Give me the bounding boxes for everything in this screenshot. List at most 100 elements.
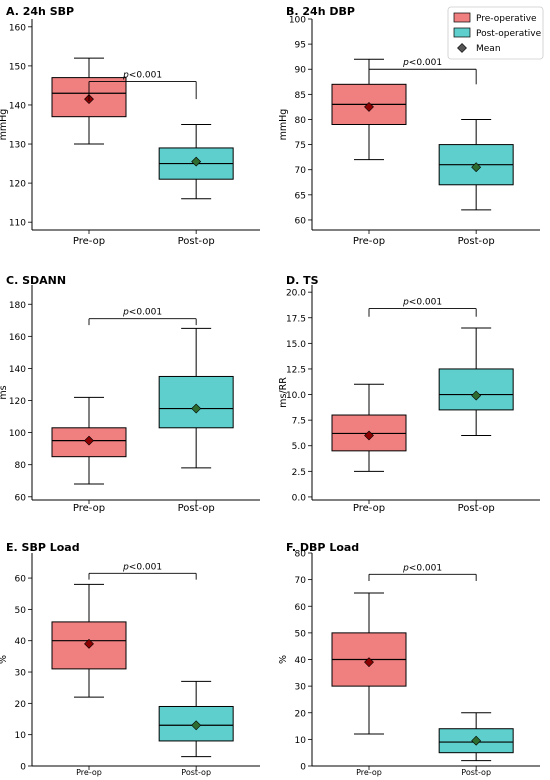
y-tick-label: 10.0 [286, 391, 306, 401]
y-tick-label: 0 [300, 763, 306, 773]
y-tick-label: 20 [15, 700, 27, 710]
x-tick-label: Post-op [178, 236, 215, 247]
legend-label-pre: Pre-operative [476, 14, 537, 24]
mean-marker [84, 638, 94, 649]
y-tick-label: 30 [295, 683, 307, 693]
mean-marker [364, 101, 374, 112]
mean-marker [471, 390, 482, 401]
box-post [438, 368, 514, 411]
legend-swatch-pre [453, 12, 471, 23]
panel-f: F. DBP Load 0 10 20 30 40 50 60 70 80% Pre-op Post-… [278, 541, 540, 777]
y-tick-label: 40 [295, 656, 307, 666]
x-tick-label: Pre-op [353, 236, 385, 247]
mean-marker [471, 162, 482, 173]
y-tick-label: 70 [295, 166, 307, 176]
mean-marker [191, 403, 202, 414]
y-tick-label: 80 [295, 550, 307, 560]
y-tick-label: 60 [15, 493, 27, 503]
y-tick-label: 150 [9, 62, 26, 72]
y-tick-label: 140 [9, 365, 26, 375]
y-tick-label: 15.0 [286, 340, 306, 350]
p-value-label: p<0.001 [402, 58, 442, 68]
panel-title: A. 24h SBP [6, 5, 74, 18]
p-value-text: <0.001 [409, 58, 442, 68]
x-tick-label: Pre-op [353, 503, 385, 514]
y-axis-label: ms/RR [278, 377, 289, 408]
mean-marker [364, 657, 374, 668]
p-value-label: p<0.001 [402, 298, 442, 308]
p-value-text: <0.001 [129, 562, 162, 572]
y-tick-label: 10 [15, 731, 27, 741]
y-axis-label: mmHg [278, 109, 289, 141]
y-tick-label: 180 [9, 301, 26, 311]
y-axis-label: mmHg [0, 109, 9, 141]
y-tick-label: 60 [295, 216, 307, 226]
y-tick-label: 50 [15, 606, 27, 616]
p-value-text: <0.001 [129, 308, 162, 318]
y-tick-label: 0.0 [292, 493, 307, 503]
p-value-prefix: p [122, 562, 129, 572]
p-value-label: p<0.001 [122, 308, 162, 318]
p-value-prefix: p [122, 71, 129, 81]
y-tick-label: 100 [289, 16, 306, 26]
x-tick-label: Pre-op [76, 768, 102, 777]
y-axis-label: ms [0, 385, 9, 399]
p-value-text: <0.001 [129, 71, 162, 81]
y-tick-label: 17.5 [286, 314, 306, 324]
p-value-prefix: p [402, 563, 409, 573]
panel-b: B. 24h DBP 60 65 70 75 80 85 90 95 100 mmHg Pre-op P… [278, 5, 540, 247]
panel-d: D. TS 0.0 2.5 5.0 7.5 10.0 12.5 15.0 17.5 20.0 ms/… [278, 274, 540, 514]
legend-label-post: Post-operative [476, 29, 542, 39]
panel-title: F. DBP Load [286, 541, 359, 554]
y-tick-label: 80 [295, 116, 307, 126]
y-tick-label: 2.5 [292, 468, 306, 478]
mean-marker [364, 430, 374, 441]
p-value-prefix: p [402, 58, 409, 68]
y-tick-label: 50 [295, 629, 307, 639]
panel-title: B. 24h DBP [286, 5, 355, 18]
panel-title: C. SDANN [6, 274, 66, 287]
panel-title: E. SBP Load [6, 541, 80, 554]
y-tick-label: 160 [9, 333, 26, 343]
y-tick-label: 90 [295, 66, 307, 76]
p-value-text: <0.001 [409, 563, 442, 573]
x-tick-label: Pre-op [356, 768, 382, 777]
y-tick-label: 85 [295, 91, 306, 101]
x-tick-label: Post-op [458, 236, 495, 247]
y-axis-label: % [0, 655, 9, 664]
y-tick-label: 95 [295, 41, 306, 51]
p-value-label: p<0.001 [122, 562, 162, 572]
y-tick-label: 60 [15, 575, 27, 585]
y-tick-label: 40 [15, 637, 27, 647]
y-tick-label: 160 [9, 23, 26, 33]
y-tick-label: 12.5 [286, 365, 306, 375]
y-tick-label: 20 [295, 709, 307, 719]
y-tick-label: 75 [295, 141, 306, 151]
y-tick-label: 7.5 [292, 417, 306, 427]
panel-c: C. SDANN 60 80 100 120 140 160 180 ms Pre-op Post-… [0, 274, 260, 514]
y-tick-label: 120 [9, 180, 26, 190]
y-tick-label: 100 [9, 429, 26, 439]
mean-marker [191, 720, 202, 731]
x-tick-label: Pre-op [73, 236, 105, 247]
y-tick-label: 140 [9, 101, 26, 111]
panel-a: A. 24h SBP 110 120 130 140 150 160 mmHg Pre-op Po… [0, 5, 260, 247]
box-post [158, 375, 234, 429]
y-tick-label: 20.0 [286, 289, 306, 299]
y-tick-label: 5.0 [292, 442, 307, 452]
y-tick-label: 30 [15, 669, 27, 679]
y-tick-label: 120 [9, 397, 26, 407]
legend-swatch-mean [457, 43, 467, 53]
p-value-prefix: p [402, 298, 409, 308]
y-tick-label: 80 [15, 461, 27, 471]
mean-marker [471, 735, 482, 746]
x-tick-label: Post-op [178, 503, 215, 514]
legend-label-mean: Mean [476, 44, 501, 54]
p-value-label: p<0.001 [402, 563, 442, 573]
y-axis-label: % [278, 655, 289, 664]
legend-frame [447, 6, 544, 60]
legend: Pre-operative Post-operative Mean [447, 6, 544, 60]
y-tick-label: 0 [20, 763, 26, 773]
x-tick-label: Post-op [181, 768, 211, 777]
